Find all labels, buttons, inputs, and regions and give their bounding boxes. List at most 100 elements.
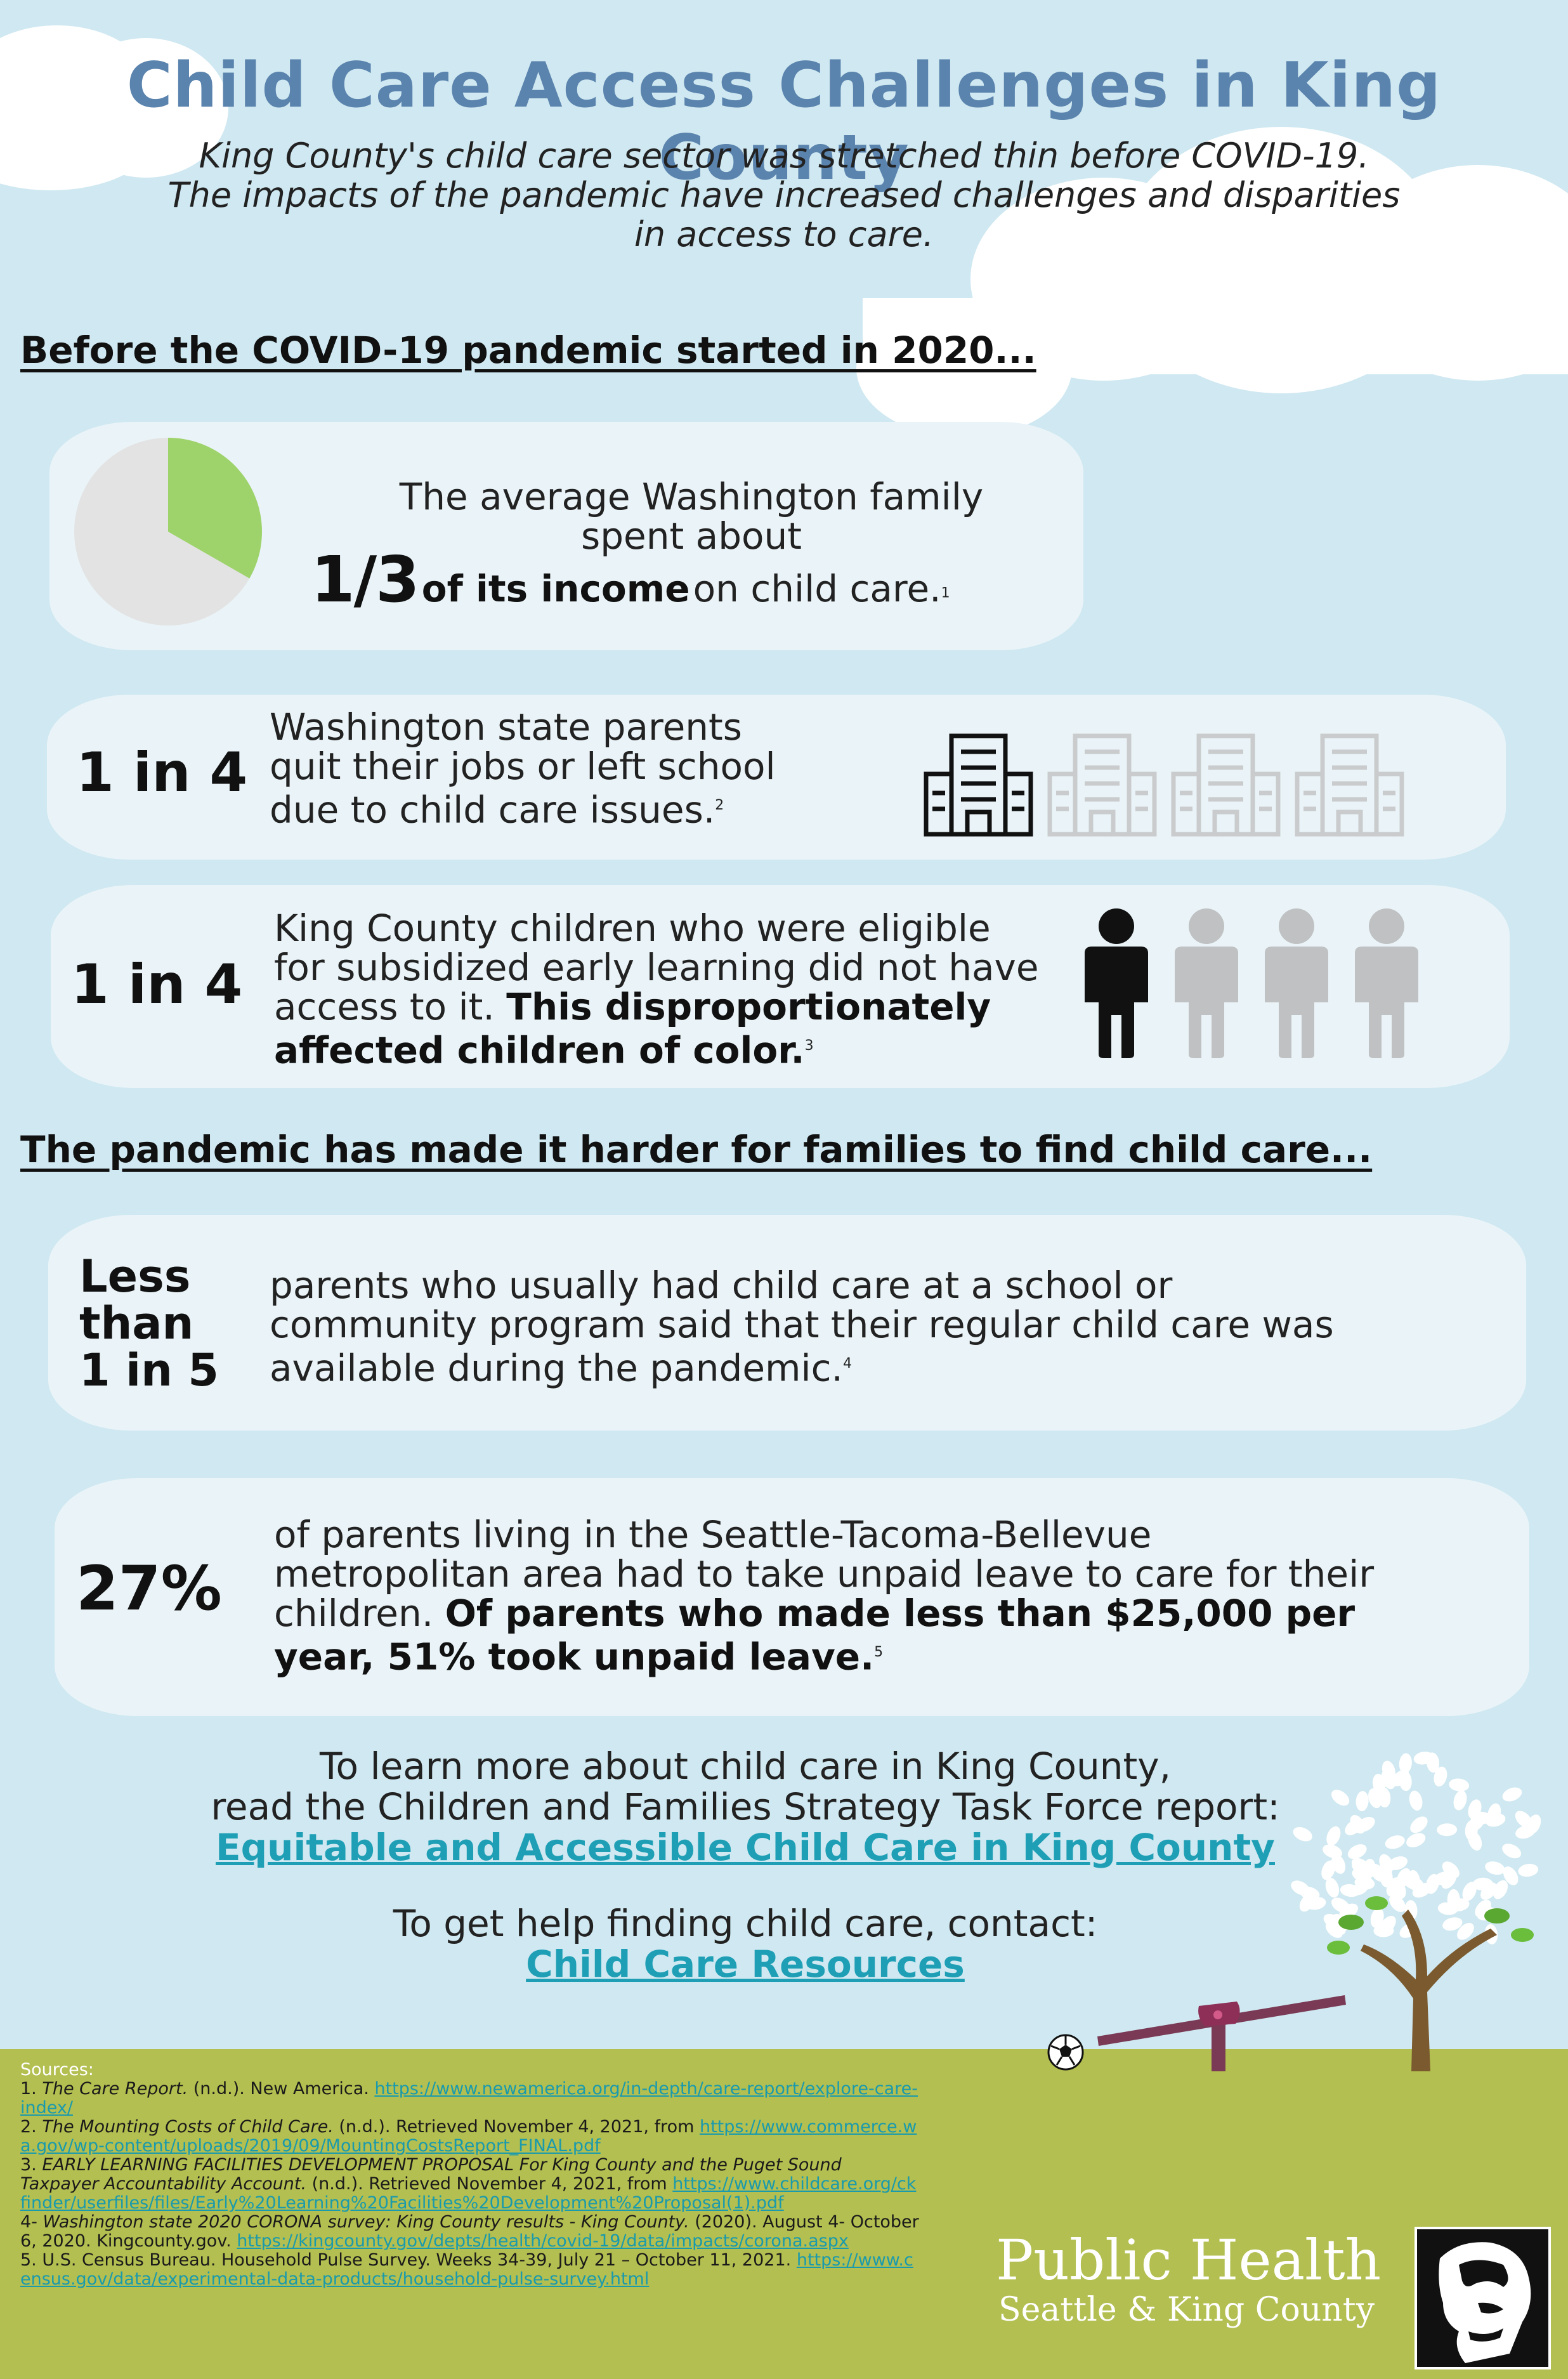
subtitle-line: in access to care. (634, 214, 934, 254)
source-number: 3. (20, 2155, 37, 2175)
tree-leaf (1515, 1825, 1536, 1839)
source-detail: (2020). August 4- October 6, 2020. Kingc… (20, 2212, 919, 2251)
tree-leaf (1462, 1882, 1477, 1901)
source-link[interactable]: https://www.newamerica.org/in-depth/care… (20, 2079, 918, 2118)
soccer-ball-icon (1047, 2034, 1084, 2071)
tree-leaf (1442, 1917, 1463, 1931)
stat3-line3-bold: This disproportionately (506, 985, 991, 1028)
stat5-text: of parents living in the Seattle-Tacoma-… (274, 1515, 1517, 1676)
stat-panel-regular-care (48, 1215, 1526, 1431)
logo-line2: Seattle & King County (998, 2291, 1375, 2329)
tree-leaf (1352, 1861, 1371, 1875)
stat2-line3: due to child care issues.2 (270, 786, 840, 829)
source-item-4: 4- Washington state 2020 CORONA survey: … (20, 2213, 921, 2251)
logo-line1: Public Health (996, 2227, 1382, 2293)
tree-leaf (1480, 1882, 1497, 1900)
tree-leaf (1399, 1753, 1412, 1774)
source-link[interactable]: https://www.childcare.org/ckfinder/userf… (20, 2174, 917, 2213)
tree-leaf (1291, 1880, 1310, 1896)
stat5-line1: of parents living in the Seattle-Tacoma-… (274, 1513, 1152, 1556)
public-health-logo-icon (1414, 2227, 1551, 2369)
tree-leaf (1410, 1816, 1428, 1833)
building-icon-active (924, 733, 1033, 837)
learn-more-line2: read the Children and Families Strategy … (211, 1785, 1280, 1828)
cloud-right-base (863, 298, 1568, 374)
stat3-line3-plain: access to it. (274, 985, 495, 1028)
help-line1: To get help finding child care, contact: (393, 1902, 1098, 1945)
tree-leaf (1380, 1915, 1396, 1934)
stat4-big-line: 1 in 5 (79, 1344, 219, 1396)
public-health-logo-text: Public Health Seattle & King County (996, 2227, 1382, 2330)
ref-4: 4 (842, 1356, 852, 1372)
ref-2: 2 (715, 797, 724, 813)
sources-heading: Sources: (20, 2060, 94, 2080)
tree-leaf (1293, 1826, 1312, 1842)
source-link[interactable]: https://www.census.gov/data/experimental… (20, 2250, 913, 2289)
tree-leaf (1502, 1844, 1522, 1859)
tree-leaf (1321, 1860, 1336, 1880)
stat3-line3: access to it. This disproportionately (274, 987, 1099, 1026)
tree-leaf (1325, 1877, 1340, 1898)
learn-more-line1: To learn more about child care in King C… (319, 1745, 1172, 1788)
stat1-bold-text: of its income (421, 567, 690, 610)
stat2-line1: Washington state parents (270, 705, 742, 749)
help-block: To get help finding child care, contact:… (114, 1903, 1376, 1984)
stat1-line3: 1/3 of its income on child care.1 (311, 542, 950, 617)
subtitle-line: The impacts of the pandemic have increas… (167, 175, 1401, 215)
source-link[interactable]: https://kingcounty.gov/depts/health/covi… (237, 2231, 849, 2251)
stat4-big-line: than (79, 1297, 194, 1349)
task-force-report-link[interactable]: Equitable and Accessible Child Care in K… (216, 1826, 1275, 1869)
source-title: Washington state 2020 CORONA survey: Kin… (42, 2212, 689, 2232)
tree-leaf (1323, 1844, 1342, 1859)
source-number: 5. (20, 2250, 37, 2270)
stat3-line4: affected children of color.3 (274, 1026, 1099, 1070)
tree-leaf (1406, 1833, 1426, 1847)
tree-leaf (1369, 1863, 1386, 1882)
source-item-1: 1. The Care Report. (n.d.). New America.… (20, 2080, 921, 2118)
tree-leaves (1291, 1752, 1541, 1944)
source-number: 1. (20, 2079, 37, 2099)
pie-slice-income (168, 438, 262, 579)
tree-leaf (1385, 1835, 1405, 1849)
stat4-big-line: Less (79, 1250, 191, 1302)
stat4-line3-text: available during the pandemic. (270, 1346, 843, 1390)
tree-leaf (1382, 1760, 1395, 1781)
tree-leaf (1442, 1861, 1460, 1878)
tree-leaf (1468, 1799, 1482, 1819)
ref-5: 5 (874, 1644, 884, 1660)
stat5-line2: metropolitan area had to take unpaid lea… (274, 1552, 1375, 1596)
child-care-resources-link[interactable]: Child Care Resources (526, 1943, 965, 1986)
stat1-line1: The average Washington family (399, 475, 984, 518)
stat5-line4-bold: year, 51% took unpaid leave. (274, 1635, 875, 1679)
source-detail: (n.d.). Retrieved November 4, 2021, from (311, 2174, 667, 2194)
stat4-text: parents who usually had child care at a … (270, 1266, 1506, 1387)
stat1-line2: spent about (581, 514, 802, 558)
tree-leaf (1503, 1866, 1519, 1885)
learn-more-block: To learn more about child care in King C… (114, 1746, 1376, 1868)
stat3-line2: for subsidized early learning did not ha… (274, 946, 1039, 989)
stat5-line4: year, 51% took unpaid leave.5 (274, 1633, 1517, 1676)
source-detail: (n.d.). Retrieved November 4, 2021, from (339, 2117, 695, 2137)
tree-leaf (1370, 1908, 1384, 1929)
stat4-big-number: Less than 1 in 5 (79, 1253, 219, 1394)
ref-3: 3 (804, 1038, 814, 1054)
tree-leaf (1340, 1884, 1361, 1897)
tree-leaf (1518, 1863, 1539, 1877)
stat3-big-number: 1 in 4 (71, 953, 243, 1016)
stat2-text: Washington state parents quit their jobs… (270, 707, 840, 829)
stat1-text: The average Washington family spent abou… (311, 477, 1072, 556)
tree-leaf (1378, 1787, 1391, 1808)
seesaw-post (1212, 2024, 1225, 2071)
tree-leaf (1386, 1877, 1401, 1897)
source-link[interactable]: https://www.commerce.wa.gov/wp-content/u… (20, 2117, 917, 2156)
source-item-3: 3. EARLY LEARNING FACILITIES DEVELOPMENT… (20, 2156, 921, 2213)
tree-leaf (1413, 1752, 1434, 1765)
stat5-line3-bold: Of parents who made less than $25,000 pe… (445, 1592, 1356, 1635)
tree-leaf (1468, 1814, 1485, 1832)
source-item-5: 5. U.S. Census Bureau. Household Pulse S… (20, 2251, 921, 2289)
stat5-big-number: 27% (76, 1553, 222, 1624)
tree-leaf (1325, 1921, 1343, 1938)
ref-1: 1 (941, 585, 950, 601)
tree-leaf (1356, 1817, 1375, 1832)
tree-leaf (1485, 1861, 1505, 1875)
